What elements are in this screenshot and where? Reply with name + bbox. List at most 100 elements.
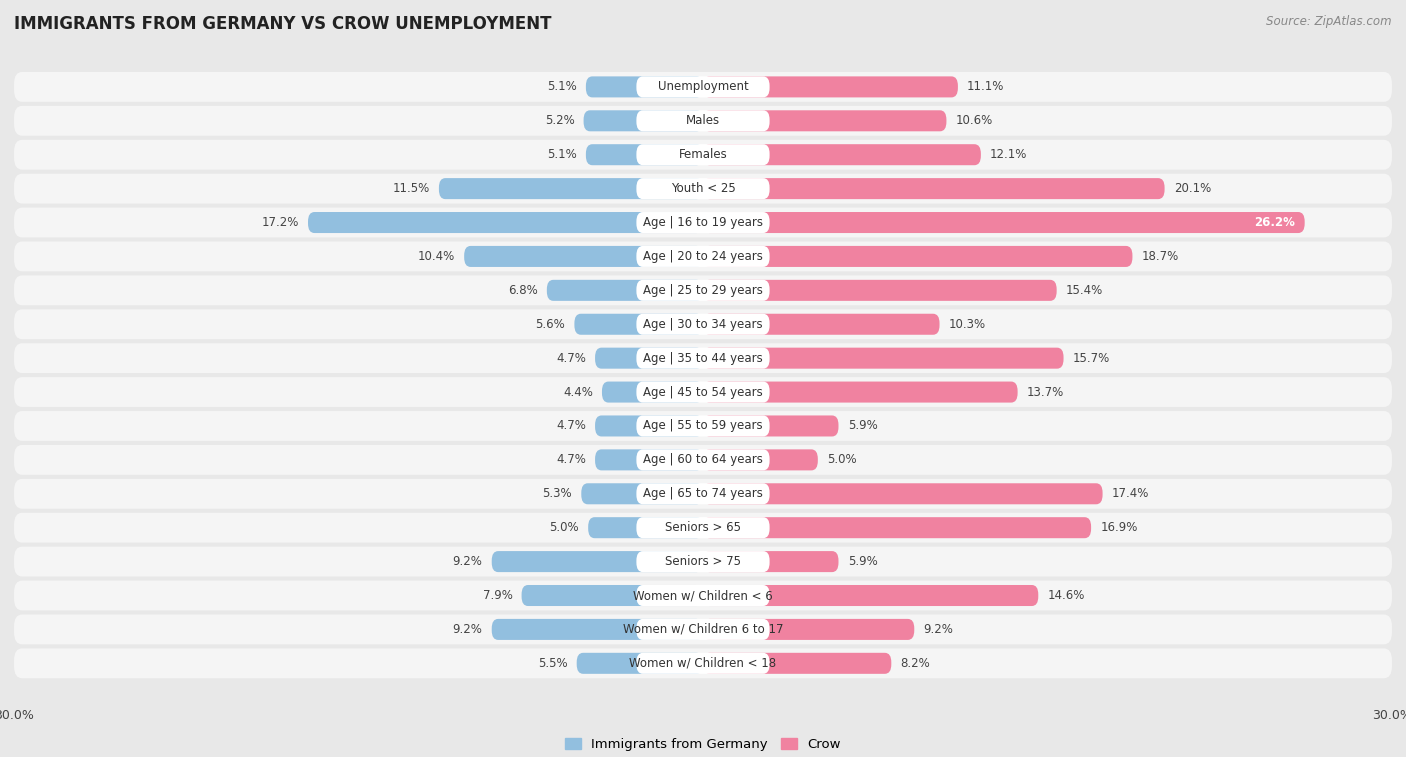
FancyBboxPatch shape <box>703 212 1305 233</box>
Text: Women w/ Children 6 to 17: Women w/ Children 6 to 17 <box>623 623 783 636</box>
Text: 4.4%: 4.4% <box>562 385 593 399</box>
FancyBboxPatch shape <box>576 653 703 674</box>
FancyBboxPatch shape <box>703 653 891 674</box>
Text: Males: Males <box>686 114 720 127</box>
Text: 6.8%: 6.8% <box>508 284 537 297</box>
FancyBboxPatch shape <box>14 512 1392 543</box>
Text: 17.2%: 17.2% <box>262 216 299 229</box>
Text: Age | 55 to 59 years: Age | 55 to 59 years <box>643 419 763 432</box>
Text: 5.1%: 5.1% <box>547 148 576 161</box>
Text: 4.7%: 4.7% <box>555 453 586 466</box>
Text: Youth < 25: Youth < 25 <box>671 182 735 195</box>
Text: Age | 45 to 54 years: Age | 45 to 54 years <box>643 385 763 399</box>
Text: 5.6%: 5.6% <box>536 318 565 331</box>
FancyBboxPatch shape <box>595 347 703 369</box>
FancyBboxPatch shape <box>522 585 703 606</box>
Text: 11.5%: 11.5% <box>392 182 430 195</box>
Text: 15.7%: 15.7% <box>1073 352 1109 365</box>
FancyBboxPatch shape <box>14 479 1392 509</box>
Text: 5.0%: 5.0% <box>827 453 856 466</box>
FancyBboxPatch shape <box>637 382 769 403</box>
FancyBboxPatch shape <box>703 517 1091 538</box>
Text: Age | 65 to 74 years: Age | 65 to 74 years <box>643 488 763 500</box>
FancyBboxPatch shape <box>581 483 703 504</box>
Text: 9.2%: 9.2% <box>924 623 953 636</box>
FancyBboxPatch shape <box>14 615 1392 644</box>
Text: 11.1%: 11.1% <box>967 80 1004 93</box>
FancyBboxPatch shape <box>703 246 1132 267</box>
FancyBboxPatch shape <box>637 585 769 606</box>
Text: 7.9%: 7.9% <box>482 589 512 602</box>
Text: Women w/ Children < 18: Women w/ Children < 18 <box>630 657 776 670</box>
FancyBboxPatch shape <box>637 280 769 301</box>
FancyBboxPatch shape <box>703 76 957 98</box>
FancyBboxPatch shape <box>14 276 1392 305</box>
FancyBboxPatch shape <box>703 551 838 572</box>
FancyBboxPatch shape <box>637 653 769 674</box>
FancyBboxPatch shape <box>637 144 769 165</box>
Text: 4.7%: 4.7% <box>555 352 586 365</box>
FancyBboxPatch shape <box>14 207 1392 238</box>
Text: 10.3%: 10.3% <box>949 318 986 331</box>
Text: 10.6%: 10.6% <box>956 114 993 127</box>
Text: Women w/ Children < 6: Women w/ Children < 6 <box>633 589 773 602</box>
Text: 5.2%: 5.2% <box>544 114 575 127</box>
FancyBboxPatch shape <box>703 111 946 131</box>
FancyBboxPatch shape <box>492 551 703 572</box>
FancyBboxPatch shape <box>595 416 703 437</box>
Text: 5.5%: 5.5% <box>538 657 568 670</box>
FancyBboxPatch shape <box>637 178 769 199</box>
Text: Age | 20 to 24 years: Age | 20 to 24 years <box>643 250 763 263</box>
FancyBboxPatch shape <box>637 416 769 437</box>
FancyBboxPatch shape <box>14 140 1392 170</box>
FancyBboxPatch shape <box>14 343 1392 373</box>
FancyBboxPatch shape <box>602 382 703 403</box>
FancyBboxPatch shape <box>703 416 838 437</box>
Text: Seniors > 75: Seniors > 75 <box>665 555 741 568</box>
Text: 16.9%: 16.9% <box>1101 521 1137 534</box>
FancyBboxPatch shape <box>308 212 703 233</box>
FancyBboxPatch shape <box>637 483 769 504</box>
Text: 5.9%: 5.9% <box>848 419 877 432</box>
FancyBboxPatch shape <box>637 450 769 470</box>
FancyBboxPatch shape <box>14 310 1392 339</box>
FancyBboxPatch shape <box>637 76 769 98</box>
Text: Age | 16 to 19 years: Age | 16 to 19 years <box>643 216 763 229</box>
FancyBboxPatch shape <box>703 178 1164 199</box>
Text: Age | 30 to 34 years: Age | 30 to 34 years <box>643 318 763 331</box>
Text: Age | 25 to 29 years: Age | 25 to 29 years <box>643 284 763 297</box>
FancyBboxPatch shape <box>583 111 703 131</box>
FancyBboxPatch shape <box>703 619 914 640</box>
FancyBboxPatch shape <box>14 377 1392 407</box>
FancyBboxPatch shape <box>14 72 1392 102</box>
FancyBboxPatch shape <box>703 144 981 165</box>
FancyBboxPatch shape <box>492 619 703 640</box>
FancyBboxPatch shape <box>14 106 1392 136</box>
Text: 5.0%: 5.0% <box>550 521 579 534</box>
FancyBboxPatch shape <box>637 246 769 267</box>
FancyBboxPatch shape <box>14 547 1392 577</box>
FancyBboxPatch shape <box>637 212 769 233</box>
FancyBboxPatch shape <box>586 144 703 165</box>
FancyBboxPatch shape <box>703 585 1038 606</box>
FancyBboxPatch shape <box>703 450 818 470</box>
Text: 8.2%: 8.2% <box>900 657 931 670</box>
Text: 4.7%: 4.7% <box>555 419 586 432</box>
Text: Age | 60 to 64 years: Age | 60 to 64 years <box>643 453 763 466</box>
FancyBboxPatch shape <box>14 173 1392 204</box>
FancyBboxPatch shape <box>14 445 1392 475</box>
FancyBboxPatch shape <box>637 619 769 640</box>
FancyBboxPatch shape <box>637 347 769 369</box>
Text: 18.7%: 18.7% <box>1142 250 1178 263</box>
Text: 9.2%: 9.2% <box>453 555 482 568</box>
FancyBboxPatch shape <box>14 241 1392 271</box>
Text: 20.1%: 20.1% <box>1174 182 1211 195</box>
Text: 5.1%: 5.1% <box>547 80 576 93</box>
FancyBboxPatch shape <box>547 280 703 301</box>
FancyBboxPatch shape <box>575 313 703 335</box>
FancyBboxPatch shape <box>14 649 1392 678</box>
FancyBboxPatch shape <box>637 517 769 538</box>
FancyBboxPatch shape <box>637 551 769 572</box>
Text: 13.7%: 13.7% <box>1026 385 1064 399</box>
FancyBboxPatch shape <box>595 450 703 470</box>
